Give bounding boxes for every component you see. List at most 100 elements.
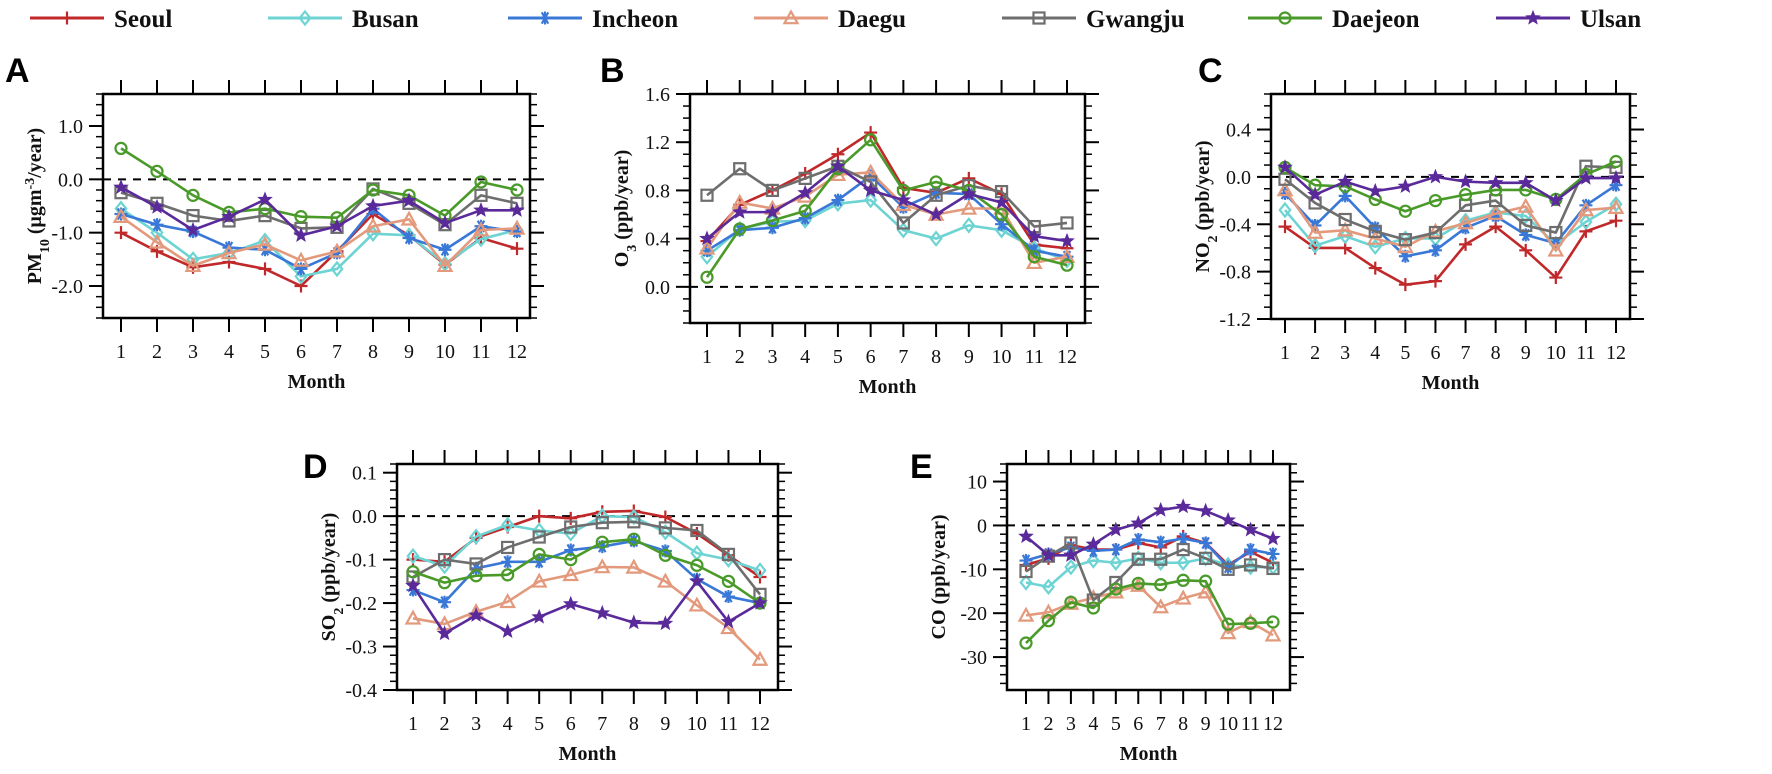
data-point-ulsan-m10 bbox=[437, 214, 453, 230]
data-point-incheon-m6 bbox=[1428, 243, 1442, 257]
data-point-ulsan-m7 bbox=[594, 604, 611, 620]
data-point-incheon-m10 bbox=[995, 217, 1009, 231]
data-point-busan-m8 bbox=[627, 508, 641, 526]
x-tick-label: 12 bbox=[507, 341, 527, 363]
data-point-incheon-m5 bbox=[1109, 543, 1123, 557]
data-point-incheon-m3 bbox=[469, 561, 483, 575]
data-point-ulsan-m7 bbox=[895, 191, 912, 207]
y-axis-title-part: 10 bbox=[38, 239, 53, 253]
data-point-daejeon-m2 bbox=[733, 222, 747, 236]
y-tick-label: 0.0 bbox=[645, 277, 670, 299]
y-tick-label: -0.4 bbox=[345, 680, 377, 702]
data-point-incheon-m1 bbox=[406, 583, 420, 597]
x-tick-label: 9 bbox=[1521, 342, 1531, 364]
data-point-incheon-m12 bbox=[510, 225, 524, 239]
data-point-seoul-m9 bbox=[1519, 243, 1533, 257]
data-point-daejeon-m9 bbox=[1199, 574, 1213, 588]
data-point-daejeon-m8 bbox=[1176, 573, 1190, 587]
y-tick-label: 0.0 bbox=[58, 169, 83, 191]
data-point-gwangju-m9 bbox=[1199, 551, 1213, 565]
data-point-incheon-m9 bbox=[1199, 536, 1213, 550]
data-point-daegu-m9 bbox=[656, 572, 674, 588]
data-point-incheon-m7 bbox=[896, 200, 910, 214]
data-point-daejeon-m8 bbox=[627, 532, 641, 546]
panels: A1 2 3 4 5 6 7 8 9 10 11 12Month1.00.0-1.0-2.0PM10 … bbox=[5, 52, 1644, 765]
data-point-ulsan-m11 bbox=[720, 613, 737, 629]
series-gwangju bbox=[114, 182, 524, 236]
data-point-ulsan-m5 bbox=[531, 608, 547, 624]
data-point-incheon-m10 bbox=[438, 243, 452, 257]
y-tick-label: 1.6 bbox=[645, 84, 670, 106]
data-point-gwangju-m9 bbox=[1519, 218, 1533, 233]
data-point-daegu-m9 bbox=[1197, 583, 1215, 599]
data-point-ulsan-m8 bbox=[626, 614, 642, 630]
y-tick-label: 10 bbox=[967, 472, 987, 494]
data-point-ulsan-m6 bbox=[562, 595, 579, 611]
data-point-busan-m11 bbox=[1579, 213, 1593, 231]
data-point-ulsan-m10 bbox=[1548, 192, 1564, 208]
series-daegu bbox=[404, 558, 769, 666]
data-point-incheon-m9 bbox=[1519, 228, 1533, 242]
data-point-seoul-m6 bbox=[864, 126, 878, 140]
data-point-ulsan-m8 bbox=[1487, 174, 1504, 190]
data-point-daejeon-m12 bbox=[510, 183, 524, 197]
data-point-gwangju-m7 bbox=[896, 216, 910, 230]
data-point-gwangju-m8 bbox=[627, 515, 641, 529]
x-tick-label: 11 bbox=[719, 713, 738, 735]
series-line-gwangju bbox=[1025, 541, 1274, 602]
x-tick-label: 8 bbox=[931, 346, 941, 368]
data-point-incheon-m4 bbox=[1368, 221, 1382, 235]
legend-item-ulsan: Ulsan bbox=[1496, 6, 1641, 33]
panel-a: A1 2 3 4 5 6 7 8 9 10 11 12Month1.00.0-1.0-2.0PM10 … bbox=[5, 52, 544, 393]
data-point-gwangju-m4 bbox=[1368, 224, 1382, 238]
y-tick-label: -0.1 bbox=[345, 550, 377, 572]
data-point-daejeon-m11 bbox=[474, 175, 488, 189]
legend-label: Ulsan bbox=[1580, 6, 1641, 33]
data-point-busan-m8 bbox=[929, 230, 943, 247]
data-point-daejeon-m8 bbox=[366, 183, 380, 197]
series-line-seoul bbox=[412, 509, 761, 579]
data-point-gwangju-m2 bbox=[437, 552, 452, 567]
y-tick-label: 0.0 bbox=[1226, 167, 1251, 189]
data-point-ulsan-m3 bbox=[1337, 173, 1353, 189]
data-point-ulsan-m9 bbox=[401, 192, 417, 208]
data-point-daejeon-m2 bbox=[1041, 614, 1056, 628]
data-point-ulsan-m5 bbox=[257, 191, 273, 207]
data-point-gwangju-m8 bbox=[1176, 542, 1190, 557]
data-point-incheon-m8 bbox=[1176, 532, 1190, 546]
data-point-daegu-m9 bbox=[400, 210, 418, 226]
data-point-ulsan-m12 bbox=[752, 594, 768, 610]
series-line-daejeon bbox=[1025, 578, 1274, 644]
data-point-seoul-m1 bbox=[1278, 220, 1292, 234]
data-point-ulsan-m5 bbox=[830, 158, 846, 173]
y-axis-title-part: (ppb/year) bbox=[318, 513, 340, 608]
x-tick-label: 11 bbox=[1025, 346, 1044, 368]
x-tick-label: 9 bbox=[660, 713, 670, 735]
data-point-daegu-m4 bbox=[499, 593, 517, 609]
series-busan bbox=[114, 200, 524, 285]
series-line-ulsan bbox=[706, 165, 1068, 243]
panel-letter: E bbox=[910, 448, 933, 486]
data-point-incheon-m7 bbox=[1154, 535, 1168, 549]
data-point-ulsan-m4 bbox=[1085, 536, 1102, 551]
y-tick-label: -0.3 bbox=[345, 637, 377, 659]
data-point-gwangju-m11 bbox=[474, 188, 488, 202]
x-tick-label: 5 bbox=[1400, 342, 1410, 364]
x-tick-label: 11 bbox=[1576, 342, 1595, 364]
data-point-incheon-m11 bbox=[1244, 543, 1258, 557]
x-tick-label: 3 bbox=[1340, 342, 1350, 364]
data-point-busan-m2 bbox=[150, 224, 164, 241]
y-tick-label: -1.0 bbox=[51, 223, 83, 245]
circle-icon bbox=[1278, 11, 1292, 25]
legend-item-daegu: Daegu bbox=[754, 6, 906, 33]
x-tick-label: 2 bbox=[1043, 713, 1053, 735]
triangle-icon bbox=[782, 9, 800, 25]
data-point-daejeon-m4 bbox=[1086, 601, 1100, 615]
y-axis-title-part: NO bbox=[1192, 243, 1214, 273]
data-point-seoul-m1 bbox=[114, 226, 128, 240]
data-point-daegu-m10 bbox=[688, 596, 706, 612]
diamond-icon bbox=[298, 9, 312, 27]
data-point-daegu-m6 bbox=[292, 251, 310, 267]
